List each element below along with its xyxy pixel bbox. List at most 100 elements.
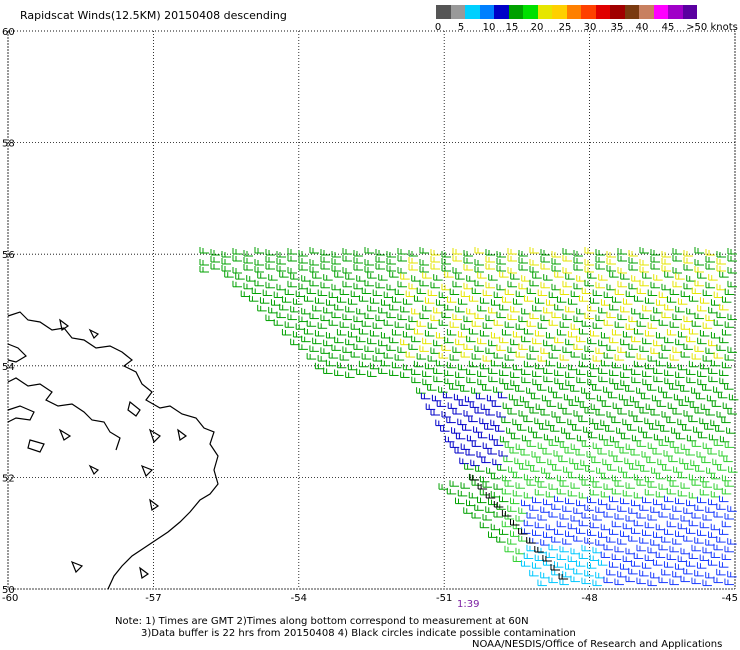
wind-barb: [581, 440, 592, 447]
wind-barb: [317, 355, 328, 362]
wind-barb: [416, 320, 427, 327]
wind-barb: [587, 304, 597, 312]
wind-barb: [653, 375, 663, 383]
wind-barb: [493, 352, 504, 359]
wind-barb: [639, 259, 649, 266]
wind-barb: [564, 530, 575, 537]
wind-barb: [402, 330, 413, 338]
wind-barb: [727, 538, 737, 545]
wind-barb: [251, 287, 262, 294]
wind-barb: [686, 275, 696, 282]
wind-barb: [545, 472, 556, 480]
wind-barb: [325, 299, 336, 306]
wind-barb: [565, 497, 575, 505]
wind-barb: [375, 263, 385, 270]
wind-barb: [515, 323, 526, 330]
wind-barb: [375, 314, 385, 322]
wind-barb: [636, 353, 647, 360]
wind-barb: [619, 447, 629, 454]
wind-barb: [452, 280, 462, 288]
wind-barb: [503, 455, 513, 463]
wind-barb: [515, 290, 526, 297]
wind-barb: [477, 337, 487, 345]
wind-barb: [507, 267, 517, 274]
wind-barb: [580, 459, 590, 467]
wind-barb: [493, 319, 504, 326]
wind-barb: [471, 440, 482, 447]
wind-barb: [614, 354, 625, 361]
graticule: [7, 30, 736, 590]
wind-barb: [488, 433, 499, 441]
wind-barb: [400, 305, 410, 313]
wind-barb: [606, 503, 616, 510]
wind-barb: [551, 251, 561, 258]
wind-barb: [498, 528, 509, 535]
wind-barb: [210, 249, 220, 256]
wind-barb: [663, 450, 673, 457]
wind-barb: [290, 338, 300, 346]
wind-barb: [680, 290, 691, 297]
wind-barb: [567, 330, 578, 338]
wind-barb: [232, 255, 242, 262]
wind-barb: [650, 256, 660, 263]
wind-barb: [353, 282, 363, 290]
wind-barb: [259, 297, 270, 304]
wind-barb: [309, 279, 319, 287]
wind-barb: [631, 307, 641, 315]
wind-barb: [647, 384, 657, 391]
wind-barb: [655, 359, 666, 367]
wind-barb: [431, 394, 442, 402]
wind-barb: [680, 351, 691, 358]
wind-barb: [639, 279, 649, 287]
wind-barb: [595, 263, 605, 270]
wind-barb: [563, 466, 573, 473]
wind-barb: [694, 345, 704, 352]
wind-barb: [408, 343, 418, 350]
wind-barb: [477, 272, 487, 279]
wind-barb: [479, 417, 489, 425]
wind-barb: [699, 362, 710, 370]
wind-barb: [389, 303, 399, 311]
wind-barb: [438, 291, 449, 298]
wind-barb: [254, 247, 264, 254]
wind-barb: [567, 298, 578, 305]
wind-barb: [642, 496, 652, 504]
wind-barb: [496, 258, 506, 265]
wind-barb: [631, 368, 641, 375]
wind-barb: [501, 296, 512, 303]
wind-barb: [523, 491, 534, 499]
wind-barb: [686, 368, 696, 375]
wind-barb: [644, 488, 655, 496]
wind-barb: [545, 523, 556, 531]
wind-barb: [342, 255, 352, 262]
wind-barb: [668, 455, 678, 463]
wind-barb: [618, 393, 629, 401]
wind-barb: [501, 520, 512, 528]
coastline-segment: [27, 439, 45, 453]
wind-barb: [424, 329, 435, 337]
wind-barb: [573, 264, 583, 271]
wind-barb: [309, 312, 319, 320]
wind-barb: [664, 369, 674, 376]
wind-barb: [232, 248, 242, 255]
wind-barb: [482, 384, 492, 391]
coastline-labrador: [7, 311, 219, 590]
wind-barb: [339, 354, 350, 361]
wind-barb: [517, 424, 527, 431]
wind-barb: [721, 296, 732, 303]
wind-barb: [501, 328, 512, 336]
wind-barb: [704, 423, 714, 430]
wind-barb: [553, 450, 563, 457]
wind-barb: [611, 520, 622, 528]
wind-barb: [512, 489, 523, 497]
wind-barb: [710, 419, 720, 427]
wind-barb: [408, 257, 418, 264]
wind-barb: [427, 384, 437, 391]
wind-barb: [694, 537, 704, 544]
wind-barb: [515, 482, 526, 489]
wind-barb: [441, 411, 451, 418]
wind-barb: [617, 248, 627, 255]
wind-barb: [707, 448, 717, 455]
wind-barb: [639, 266, 649, 273]
coastline-segment: [58, 428, 72, 441]
